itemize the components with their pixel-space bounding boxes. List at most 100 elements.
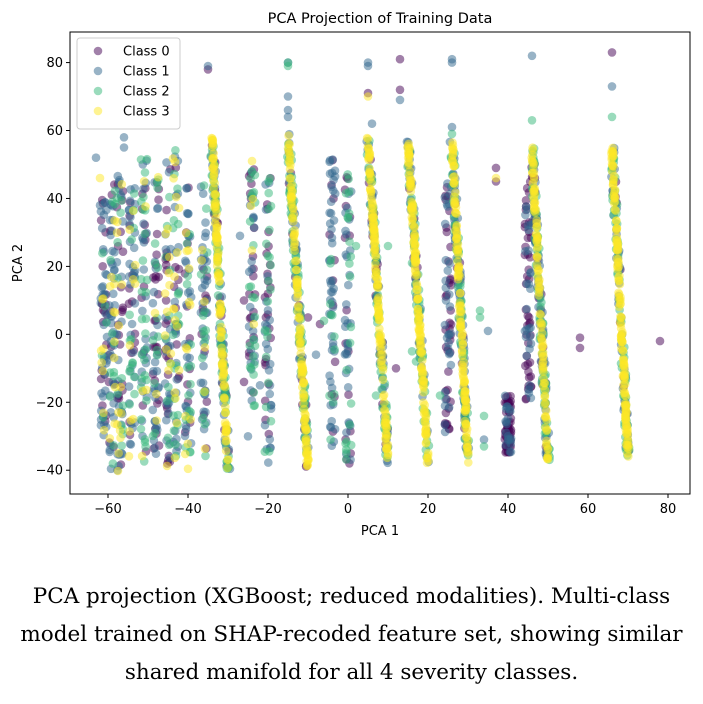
point-class-2	[447, 129, 457, 139]
caption-line-1: PCA projection (XGBoost; reduced modalit…	[32, 584, 671, 609]
point-class-1	[139, 265, 149, 274]
point-class-3	[456, 324, 466, 333]
point-class-3	[128, 206, 138, 216]
point-class-2	[136, 424, 146, 434]
point-class-1	[180, 431, 190, 441]
point-class-3	[531, 205, 541, 214]
point-class-3	[380, 406, 390, 416]
point-class-3	[220, 393, 229, 403]
point-class-1	[444, 338, 453, 348]
point-class-1	[130, 299, 140, 308]
point-class-1	[265, 315, 275, 325]
point-class-0	[395, 54, 405, 64]
point-class-3	[539, 351, 548, 361]
point-class-3	[416, 336, 425, 345]
x-axis-label: PCA 1	[361, 524, 399, 539]
point-class-2	[165, 192, 174, 202]
point-class-1	[265, 359, 275, 369]
point-class-3	[300, 416, 309, 426]
point-class-2	[249, 335, 258, 344]
point-class-0	[162, 205, 171, 215]
point-class-3	[610, 192, 620, 201]
point-class-3	[537, 334, 546, 344]
point-class-1	[440, 219, 450, 229]
point-class-3	[141, 202, 150, 211]
point-class-3	[460, 391, 469, 401]
point-class-1	[327, 238, 337, 248]
point-class-3	[290, 246, 300, 255]
point-class-1	[263, 306, 273, 315]
point-class-3	[382, 434, 391, 443]
point-class-3	[295, 325, 305, 334]
point-class-1	[153, 204, 162, 213]
point-class-3	[613, 239, 622, 249]
point-class-3	[117, 180, 127, 189]
point-class-1	[162, 158, 171, 167]
point-class-3	[620, 400, 630, 410]
point-class-1	[247, 257, 256, 266]
point-class-2	[171, 146, 180, 155]
point-class-2	[138, 256, 148, 265]
point-class-1	[109, 289, 118, 299]
point-class-2	[140, 229, 150, 239]
point-class-3	[377, 345, 386, 355]
point-class-1	[522, 325, 531, 334]
point-class-1	[440, 427, 450, 437]
point-class-3	[171, 192, 181, 202]
point-class-0	[523, 311, 533, 321]
point-class-3	[209, 170, 219, 180]
point-class-3	[98, 294, 108, 303]
point-class-0	[395, 85, 405, 95]
point-class-2	[536, 302, 545, 312]
point-class-3	[614, 273, 623, 282]
point-class-2	[407, 347, 417, 356]
point-class-1	[325, 208, 334, 218]
legend-label-class-0: Class 0	[123, 45, 170, 60]
point-class-0	[330, 357, 340, 367]
point-class-3	[421, 429, 430, 439]
point-class-3	[535, 285, 544, 294]
point-class-3	[530, 189, 540, 199]
point-class-2	[182, 279, 192, 289]
point-class-3	[366, 187, 376, 196]
point-class-3	[421, 439, 431, 448]
point-class-1	[152, 422, 161, 431]
legend-marker-class-1	[93, 66, 103, 76]
point-class-3	[286, 173, 296, 183]
point-class-3	[285, 153, 295, 163]
point-class-3	[300, 409, 310, 418]
point-class-1	[523, 221, 533, 230]
point-class-1	[203, 61, 213, 71]
point-class-2	[117, 374, 127, 383]
point-class-0	[655, 336, 665, 346]
point-class-2	[140, 437, 150, 447]
point-class-3	[107, 272, 116, 282]
point-class-2	[265, 447, 274, 456]
point-class-3	[200, 387, 209, 397]
point-class-3	[217, 343, 226, 353]
point-class-2	[328, 310, 337, 320]
point-class-2	[109, 441, 118, 450]
point-class-3	[169, 304, 179, 314]
point-class-3	[113, 466, 123, 476]
point-class-2	[186, 379, 195, 389]
point-class-3	[416, 330, 425, 339]
point-class-3	[116, 382, 125, 392]
point-class-3	[109, 353, 119, 363]
point-class-1	[199, 361, 208, 371]
point-class-1	[265, 435, 275, 444]
point-class-3	[413, 309, 423, 319]
point-class-2	[479, 442, 489, 451]
point-class-3	[114, 321, 124, 331]
point-class-1	[201, 228, 211, 238]
point-class-1	[197, 283, 207, 293]
point-class-2	[263, 297, 273, 306]
point-class-3	[364, 144, 373, 153]
point-class-3	[117, 280, 127, 289]
point-class-3	[453, 274, 463, 284]
point-class-2	[250, 401, 259, 410]
point-class-1	[119, 133, 129, 142]
point-class-3	[285, 140, 294, 149]
point-class-3	[419, 388, 428, 397]
point-class-3	[212, 223, 222, 232]
